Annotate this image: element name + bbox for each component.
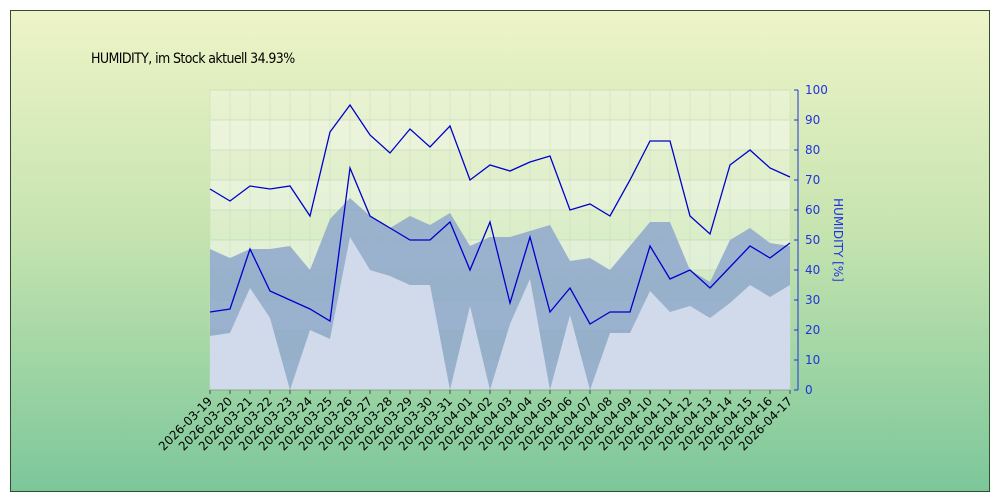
y-tick-label: 100 [805,83,828,97]
line-max [209,103,791,236]
y-tick-labels: 0 10 20 30 40 50 60 70 80 90 100 [794,83,828,397]
chart-title: HUMIDITY, im Stock aktuell 34.93% [91,51,295,67]
plot-band [210,120,790,150]
y-tick-label: 50 [805,233,820,247]
plot-band [210,180,790,210]
y-tick-label: 0 [805,383,813,397]
y-tick-label: 70 [805,173,820,187]
y-tick-label: 20 [805,323,820,337]
area-min [210,237,790,390]
y-tick-label: 30 [805,293,820,307]
y-tick-label: 60 [805,203,820,217]
line-avg [209,165,791,325]
y-axis-title: HUMIDITY [%] [831,198,845,282]
line-series [209,103,791,325]
area-series [210,198,790,390]
y-tick-label: 40 [805,263,820,277]
y-tick-label: 90 [805,113,820,127]
y-tick-label: 80 [805,143,820,157]
y-tick-label: 10 [805,353,820,367]
x-tick-labels: 2026-03-192026-03-202026-03-212026-03-22… [156,390,795,453]
